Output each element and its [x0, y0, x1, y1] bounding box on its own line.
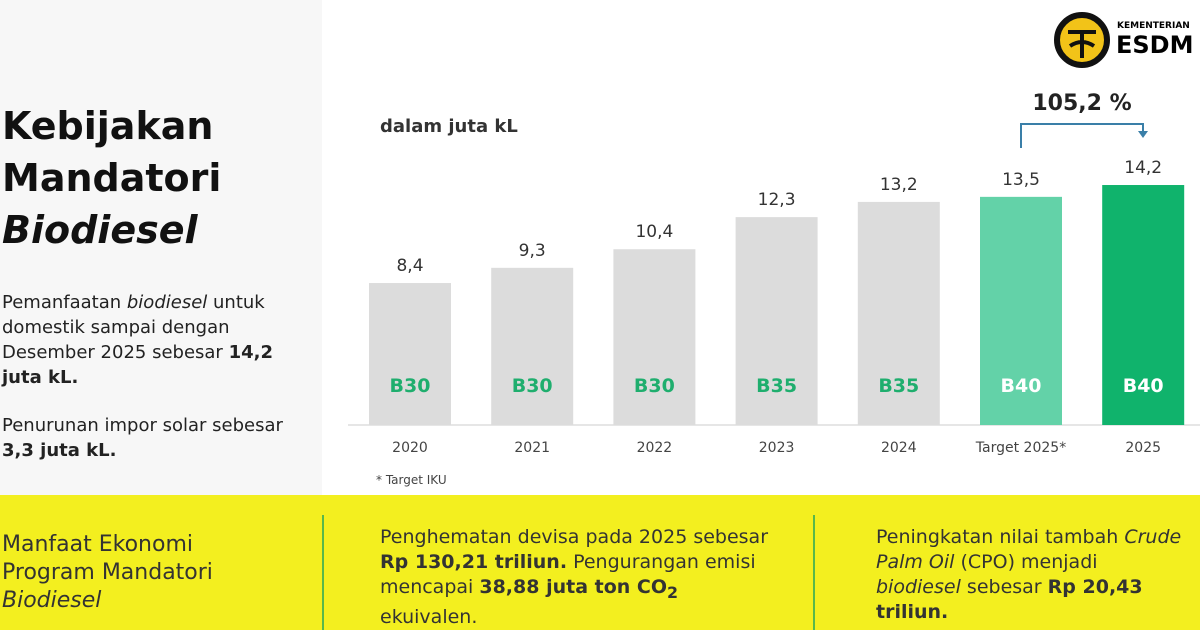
text: Crude Palm Oil [876, 526, 1182, 573]
title-line: Kebijakan [2, 104, 214, 148]
text: Pemanfaatan [2, 292, 127, 313]
left-panel: Kebijakan Mandatori Biodiesel Pemanfaata… [0, 0, 322, 495]
paragraph: Penurunan impor solar sebesar 3,3 juta k… [2, 413, 302, 463]
paragraph: Pemanfaatan biodiesel untuk domestik sam… [2, 290, 302, 390]
text: Peningkatan nilai tambah [876, 526, 1125, 548]
x-tick-label: Target 2025* [975, 440, 1066, 456]
bar [1102, 185, 1185, 425]
blend-label: B30 [634, 375, 675, 397]
blend-label: B30 [512, 375, 553, 397]
bracket [1020, 123, 1144, 148]
text: sebesar [960, 576, 1048, 598]
x-tick-label: 2023 [759, 440, 795, 456]
annotation: 105,2 % [1032, 91, 1131, 116]
text: untuk domestik sampai dengan Desember 20… [2, 292, 265, 363]
logo-text: KEMENTERIAN [1117, 21, 1190, 31]
value-label: 9,3 [519, 241, 546, 261]
text: 3,3 juta kL. [2, 440, 117, 461]
blend-label: B35 [878, 375, 919, 397]
bar [369, 283, 451, 425]
logo-emblem [1068, 30, 1096, 58]
bar [613, 249, 696, 425]
value-label: 8,4 [396, 256, 423, 276]
text: biodiesel [876, 576, 961, 598]
value-label: 13,5 [1002, 170, 1040, 190]
blend-label: B40 [1123, 375, 1164, 397]
value-label: 12,3 [758, 190, 796, 210]
blend-label: B30 [390, 375, 431, 397]
text: Program Mandatori [2, 560, 213, 585]
band-column: Penghematan devisa pada 2025 sebesar Rp … [380, 525, 780, 630]
value-label: 13,2 [880, 175, 918, 195]
bar [980, 196, 1062, 425]
text: Rp 20,43 triliun. [876, 576, 1143, 623]
bar [857, 201, 940, 425]
title-line: Biodiesel [2, 208, 198, 252]
title-line: Mandatori [2, 156, 222, 200]
divider [322, 515, 324, 630]
text: Penghematan devisa pada 2025 sebesar [380, 526, 769, 548]
text: Biodiesel [2, 588, 102, 613]
text: Pengurangan emisi mencapai [380, 551, 756, 598]
title: Kebijakan Mandatori Biodiesel [2, 100, 221, 256]
text: 38,88 juta ton CO [479, 576, 668, 598]
value-label: 14,2 [1124, 158, 1162, 178]
text: Penurunan impor solar sebesar [2, 415, 283, 436]
x-tick-label: 2022 [637, 440, 673, 456]
logo-text: ESDM [1116, 31, 1193, 59]
band-column: Peningkatan nilai tambah Crude Palm Oil … [876, 525, 1186, 625]
bar [491, 267, 574, 425]
x-tick-label: 2021 [514, 440, 550, 456]
subtitle: dalam juta kL [380, 116, 518, 137]
bar [735, 217, 818, 425]
text: Rp 130,21 triliun. [380, 551, 568, 573]
chart: KEMENTERIAN ESDM dalam juta kL 105,2 % *… [348, 12, 1200, 487]
text: (CPO) menjadi [954, 551, 1098, 573]
text: ekuivalen. [380, 605, 478, 628]
text: Manfaat Ekonomi [2, 532, 193, 557]
divider [813, 515, 815, 630]
text: biodiesel [126, 292, 208, 313]
footnote: * Target IKU [376, 473, 447, 487]
blend-label: B35 [756, 375, 797, 397]
band-column: Manfaat Ekonomi Program Mandatori Biodie… [2, 531, 213, 615]
bottom-band: Manfaat Ekonomi Program Mandatori Biodie… [0, 495, 1200, 630]
x-tick-label: 2025 [1125, 440, 1161, 456]
text: 2 [667, 582, 679, 602]
value-label: 10,4 [635, 222, 673, 242]
x-tick-label: 2024 [881, 440, 917, 456]
x-tick-label: 2020 [392, 440, 428, 456]
blend-label: B40 [1001, 375, 1042, 397]
arrowhead [1138, 131, 1148, 138]
text: 14,2 juta kL. [2, 342, 273, 388]
